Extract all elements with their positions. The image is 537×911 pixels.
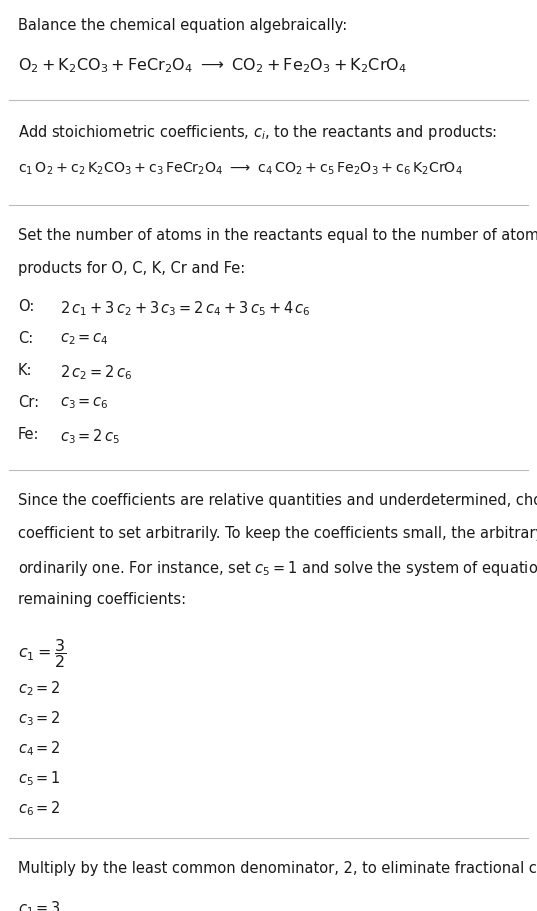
Text: $c_5 = 1$: $c_5 = 1$ (18, 768, 61, 787)
Text: $c_2 = 2$: $c_2 = 2$ (18, 679, 61, 697)
Text: Multiply by the least common denominator, 2, to eliminate fractional coefficient: Multiply by the least common denominator… (18, 860, 537, 875)
Text: Cr:: Cr: (18, 394, 39, 410)
Text: $2\,c_1 + 3\,c_2 + 3\,c_3 = 2\,c_4 + 3\,c_5 + 4\,c_6$: $2\,c_1 + 3\,c_2 + 3\,c_3 = 2\,c_4 + 3\,… (60, 299, 311, 317)
Text: Fe:: Fe: (18, 426, 40, 442)
Text: O:: O: (18, 299, 34, 313)
Text: remaining coefficients:: remaining coefficients: (18, 591, 186, 607)
Text: $2\,c_2 = 2\,c_6$: $2\,c_2 = 2\,c_6$ (60, 363, 132, 382)
Text: $c_3 = 2\,c_5$: $c_3 = 2\,c_5$ (60, 426, 120, 445)
Text: Balance the chemical equation algebraically:: Balance the chemical equation algebraica… (18, 18, 347, 33)
Text: $\mathrm{O_2 + K_2CO_3 + FeCr_2O_4 \ \longrightarrow \ CO_2 + Fe_2O_3 + K_2CrO_4: $\mathrm{O_2 + K_2CO_3 + FeCr_2O_4 \ \lo… (18, 56, 407, 75)
Text: C:: C: (18, 331, 33, 345)
Text: Add stoichiometric coefficients, $c_i$, to the reactants and products:: Add stoichiometric coefficients, $c_i$, … (18, 123, 497, 142)
Text: $c_1 = \dfrac{3}{2}$: $c_1 = \dfrac{3}{2}$ (18, 636, 66, 670)
Text: Set the number of atoms in the reactants equal to the number of atoms in the: Set the number of atoms in the reactants… (18, 228, 537, 242)
Text: $\mathrm{c_1\,O_2 + c_2\,K_2CO_3 + c_3\,FeCr_2O_4 \ \longrightarrow \ c_4\,CO_2 : $\mathrm{c_1\,O_2 + c_2\,K_2CO_3 + c_3\,… (18, 161, 463, 178)
Text: $c_6 = 2$: $c_6 = 2$ (18, 798, 61, 817)
Text: $c_2 = c_4$: $c_2 = c_4$ (60, 331, 109, 346)
Text: $c_3 = c_6$: $c_3 = c_6$ (60, 394, 109, 410)
Text: ordinarily one. For instance, set $c_5 = 1$ and solve the system of equations fo: ordinarily one. For instance, set $c_5 =… (18, 558, 537, 578)
Text: $c_1 = 3$: $c_1 = 3$ (18, 898, 61, 911)
Text: $c_4 = 2$: $c_4 = 2$ (18, 738, 61, 757)
Text: coefficient to set arbitrarily. To keep the coefficients small, the arbitrary va: coefficient to set arbitrarily. To keep … (18, 526, 537, 540)
Text: $c_3 = 2$: $c_3 = 2$ (18, 708, 61, 727)
Text: Since the coefficients are relative quantities and underdetermined, choose a: Since the coefficients are relative quan… (18, 493, 537, 507)
Text: products for O, C, K, Cr and Fe:: products for O, C, K, Cr and Fe: (18, 261, 245, 276)
Text: K:: K: (18, 363, 33, 377)
